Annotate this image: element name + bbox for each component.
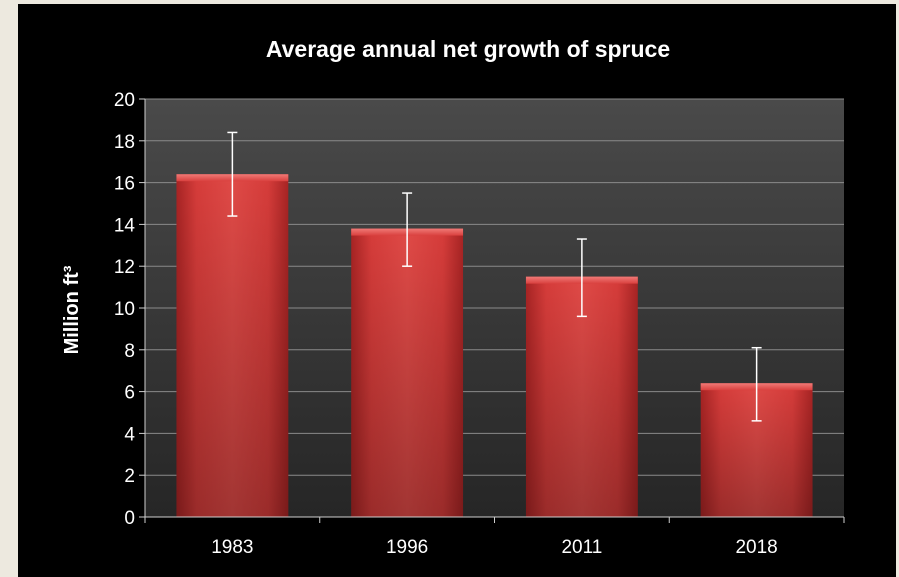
bar-1983: [176, 174, 289, 518]
chart-title: Average annual net growth of spruce: [266, 36, 670, 62]
bar-shade: [351, 228, 464, 517]
y-tick-label: 4: [124, 424, 135, 445]
bars: [176, 174, 813, 518]
x-tick-label: 1996: [386, 537, 428, 558]
error-bars: [227, 131, 762, 422]
axes: [139, 98, 845, 523]
error-bar-1983: [227, 131, 238, 217]
x-tick-label: 2011: [561, 537, 602, 558]
x-tick-label: 1983: [211, 537, 253, 558]
y-tick-label: 20: [114, 90, 135, 111]
y-tick-label: 14: [114, 215, 136, 236]
y-tick-label: 2: [124, 466, 135, 487]
bar-2018: [700, 383, 813, 517]
y-tick-labels: 0 2 4 6 8 10 12 14 16 18 20: [114, 90, 136, 529]
bar-shade: [176, 174, 289, 518]
x-tick-labels: 1983 1996 2011 2018: [211, 537, 778, 558]
error-bar-2018: [751, 346, 762, 422]
y-tick-label: 0: [124, 508, 135, 529]
error-bar-1996: [402, 192, 413, 267]
error-bar-2011: [576, 238, 587, 318]
chart-frame: Average annual net growth of spruce Mill…: [18, 4, 896, 577]
y-tick-label: 16: [114, 174, 135, 195]
bar-1996: [351, 228, 464, 517]
bar-chart: Average annual net growth of spruce Mill…: [61, 36, 845, 558]
y-tick-label: 12: [114, 257, 135, 278]
y-axis-label: Million ft³: [61, 265, 83, 354]
y-tick-label: 18: [114, 132, 135, 153]
y-tick-label: 10: [114, 299, 135, 320]
y-tick-label: 6: [124, 383, 135, 404]
x-tick-label: 2018: [735, 537, 777, 558]
y-tick-label: 8: [124, 341, 135, 362]
